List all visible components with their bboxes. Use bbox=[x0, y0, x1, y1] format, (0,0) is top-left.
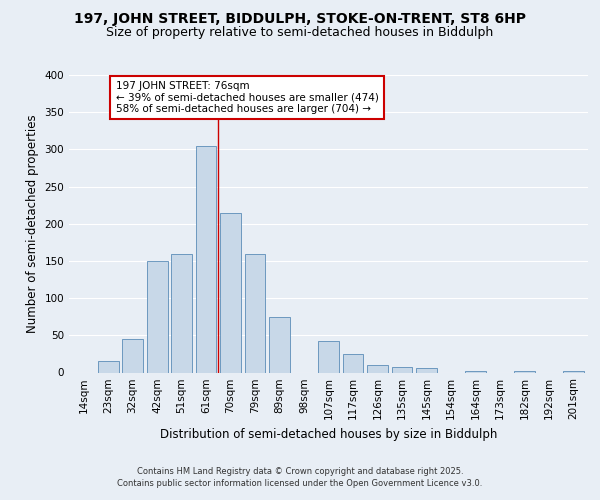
X-axis label: Distribution of semi-detached houses by size in Biddulph: Distribution of semi-detached houses by … bbox=[160, 428, 497, 441]
Bar bbox=[220, 212, 241, 372]
Bar bbox=[269, 316, 290, 372]
Bar bbox=[245, 254, 265, 372]
Text: 197, JOHN STREET, BIDDULPH, STOKE-ON-TRENT, ST8 6HP: 197, JOHN STREET, BIDDULPH, STOKE-ON-TRE… bbox=[74, 12, 526, 26]
Bar bbox=[147, 261, 167, 372]
Bar bbox=[343, 354, 364, 372]
Bar bbox=[465, 371, 486, 372]
Bar bbox=[98, 362, 119, 372]
Bar bbox=[318, 342, 339, 372]
Bar bbox=[392, 366, 412, 372]
Bar bbox=[514, 371, 535, 372]
Y-axis label: Number of semi-detached properties: Number of semi-detached properties bbox=[26, 114, 39, 333]
Text: Contains HM Land Registry data © Crown copyright and database right 2025.
Contai: Contains HM Land Registry data © Crown c… bbox=[118, 466, 482, 487]
Bar bbox=[563, 371, 584, 372]
Bar bbox=[196, 146, 217, 372]
Bar bbox=[367, 365, 388, 372]
Bar bbox=[171, 254, 192, 372]
Text: Size of property relative to semi-detached houses in Biddulph: Size of property relative to semi-detach… bbox=[106, 26, 494, 39]
Text: 197 JOHN STREET: 76sqm
← 39% of semi-detached houses are smaller (474)
58% of se: 197 JOHN STREET: 76sqm ← 39% of semi-det… bbox=[116, 81, 379, 114]
Bar bbox=[416, 368, 437, 372]
Bar bbox=[122, 339, 143, 372]
